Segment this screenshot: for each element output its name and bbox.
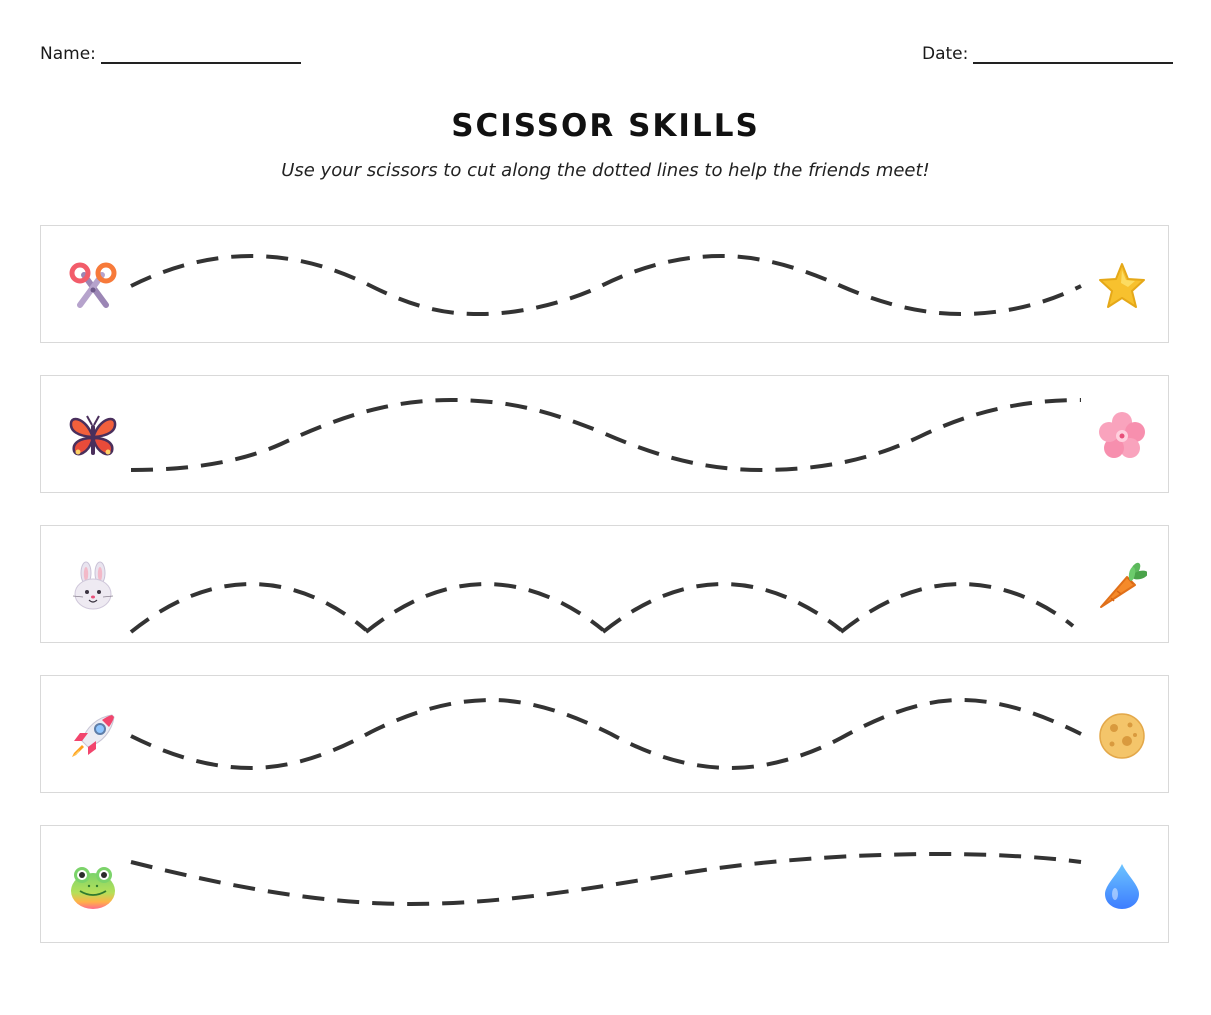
scissors-icon [68,261,118,311]
butterfly-icon [68,411,118,461]
date-label: Date: [922,44,969,64]
worksheet-title: SCISSOR SKILLS [451,108,760,144]
name-write-line[interactable] [100,62,301,64]
name-label: Name: [40,44,96,64]
cut-path-4[interactable] [41,676,1170,794]
droplet-icon [1097,861,1147,911]
rocket-icon [68,711,118,761]
cutting-row-rocket-moon [40,675,1169,793]
cherry-blossom-icon [1097,411,1147,461]
cutting-row-frog-droplet [40,825,1169,943]
carrot-icon [1097,561,1147,611]
cut-path-2[interactable] [41,376,1170,494]
cut-path-5[interactable] [41,826,1170,944]
cutting-row-scissors-star [40,225,1169,343]
name-field[interactable]: Name: [40,42,301,66]
moon-icon [1097,711,1147,761]
cutting-row-rabbit-carrot [40,525,1169,643]
star-icon [1097,261,1147,311]
date-field[interactable]: Date: [922,42,1174,66]
rabbit-face-icon [68,561,118,611]
worksheet-instructions: Use your scissors to cut along the dotte… [281,160,930,181]
cut-path-1[interactable] [41,226,1170,344]
frog-face-icon [68,861,118,911]
date-write-line[interactable] [973,62,1174,64]
cut-path-3[interactable] [41,526,1170,644]
cutting-row-butterfly-blossom [40,375,1169,493]
